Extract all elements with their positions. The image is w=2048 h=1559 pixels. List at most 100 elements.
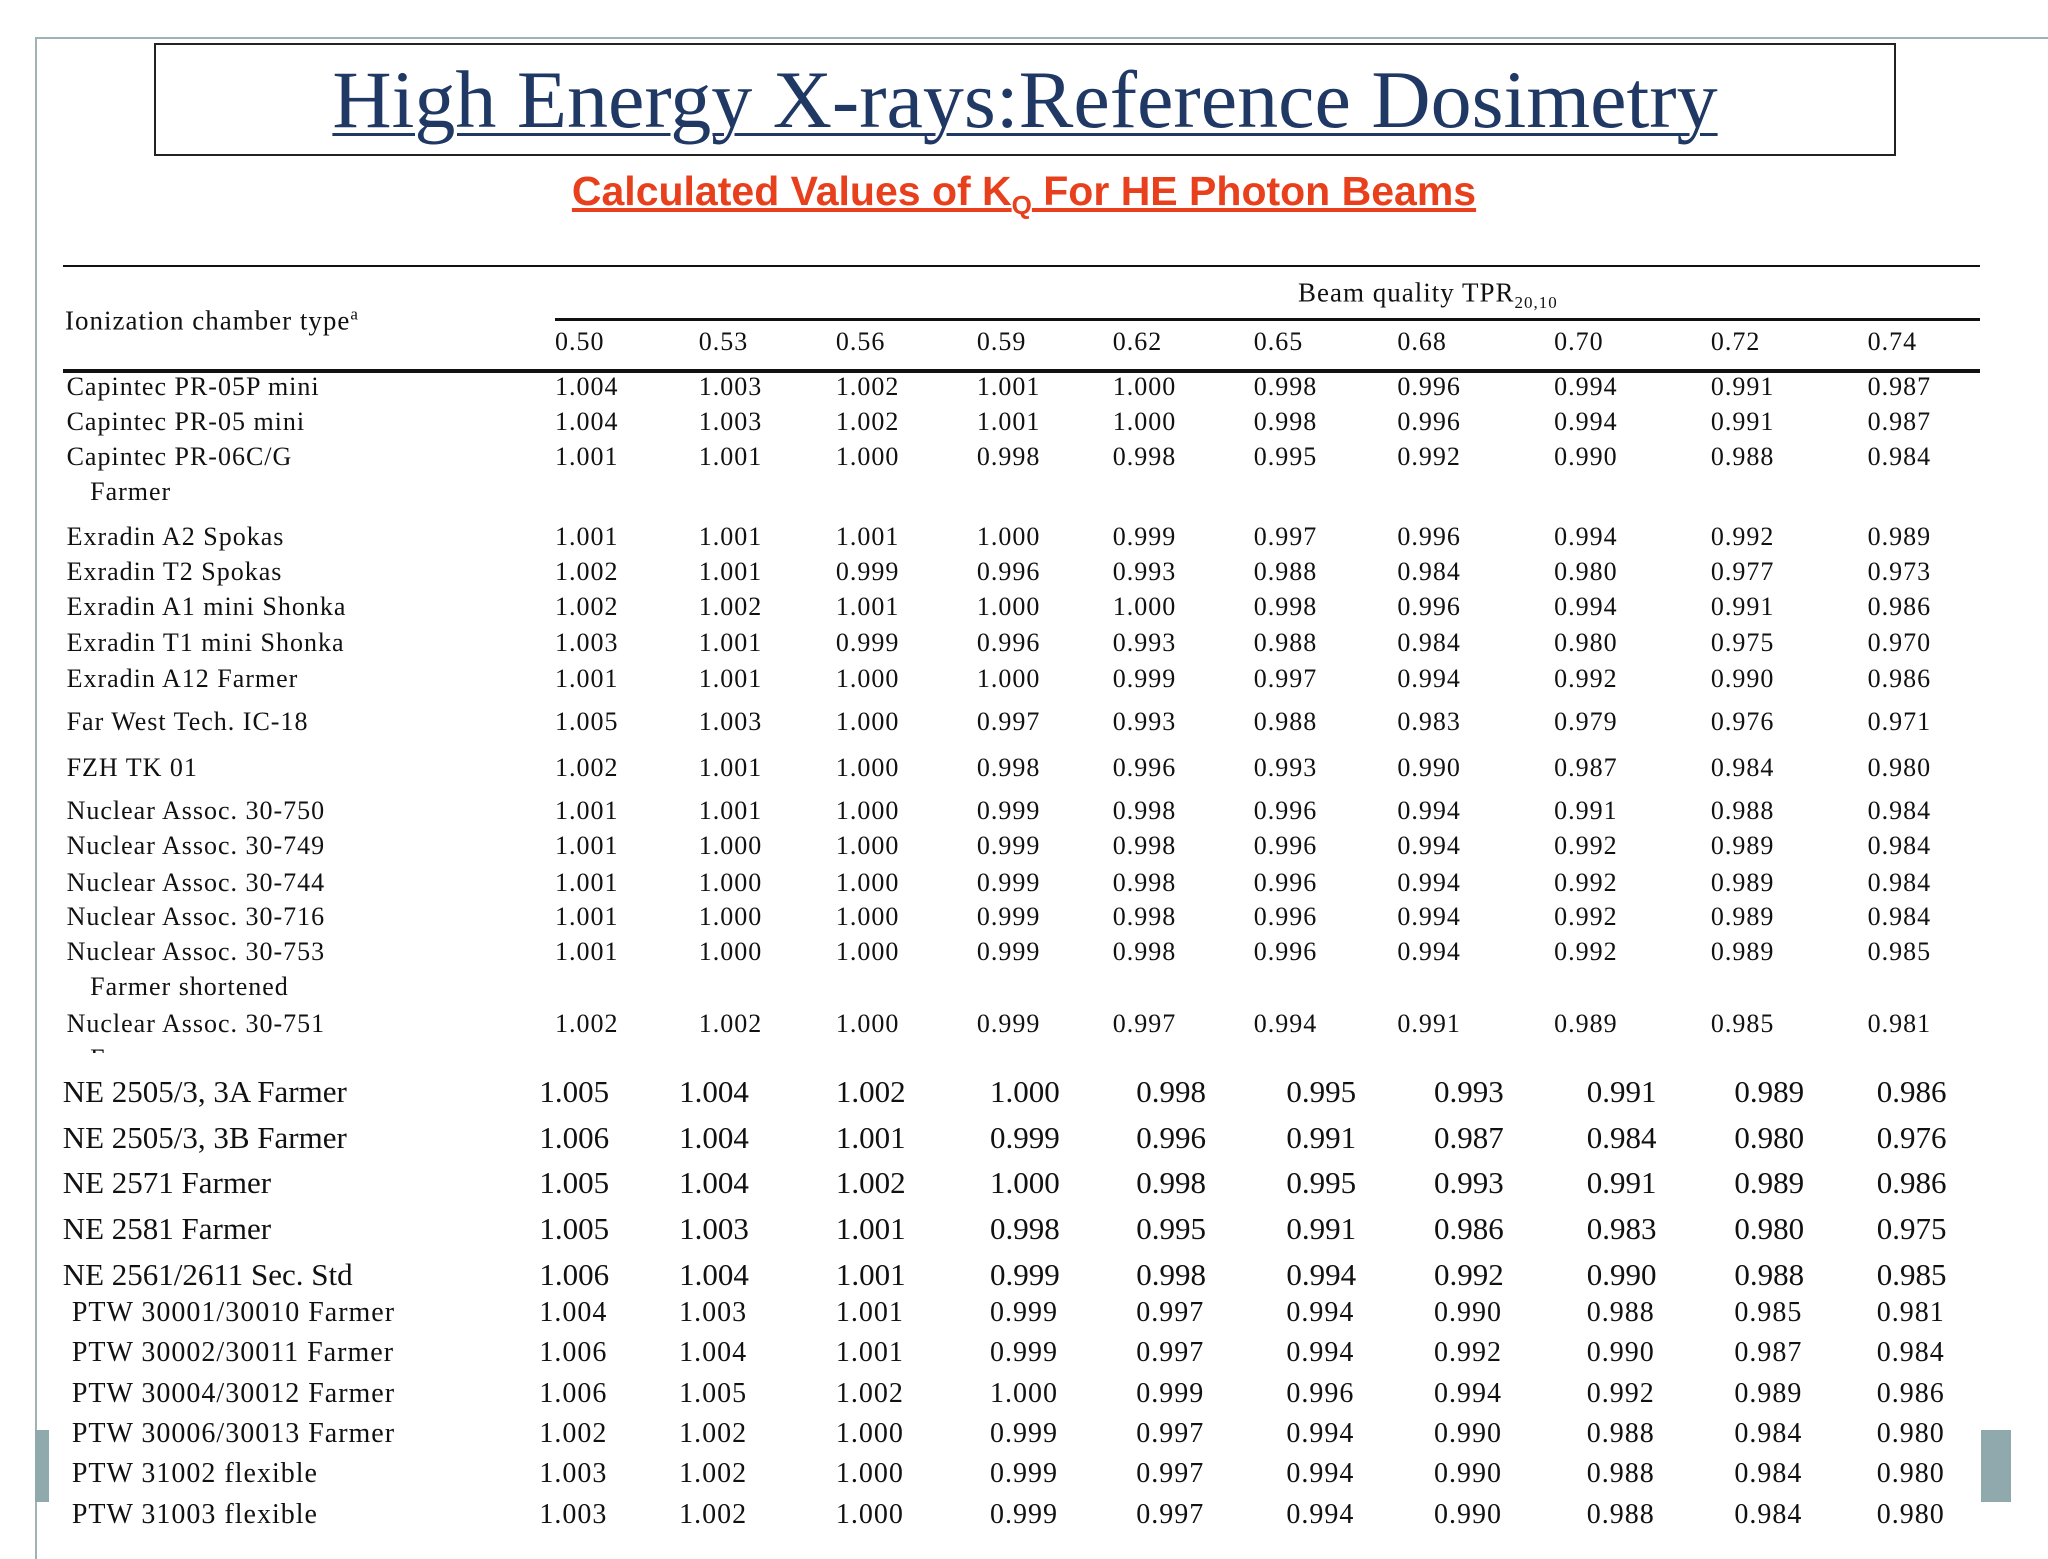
chamber-name: Exradin A2 Spokas <box>66 521 285 551</box>
kq-value: 0.999 <box>835 627 900 657</box>
kq-value: 0.990 <box>1586 1256 1657 1292</box>
kq-value: 0.989 <box>1710 831 1775 861</box>
kq-value: 0.996 <box>1397 592 1461 622</box>
kq-value: 0.996 <box>1286 1377 1355 1409</box>
kq-value: 0.990 <box>1433 1417 1502 1449</box>
kq-value: 1.000 <box>835 796 900 826</box>
kq-value: 0.999 <box>976 867 1041 897</box>
kq-value: 1.001 <box>555 664 619 694</box>
kq-value: 0.999 <box>989 1296 1058 1328</box>
kq-value: 0.984 <box>1876 1337 1945 1369</box>
kq-value: 1.001 <box>555 442 619 472</box>
kq-value: 0.999 <box>1112 664 1177 694</box>
kq-value: 0.997 <box>1253 521 1318 551</box>
kq-value: 0.987 <box>1433 1119 1504 1155</box>
kq-value: 1.000 <box>835 442 900 472</box>
kq-value: 1.000 <box>976 592 1041 622</box>
kq-value: 0.999 <box>989 1256 1060 1292</box>
kq-value: 0.996 <box>976 557 1041 587</box>
kq-value: 1.001 <box>698 557 763 587</box>
kq-value: 0.998 <box>1253 592 1318 622</box>
kq-value: 0.994 <box>1286 1256 1357 1292</box>
kq-value: 1.000 <box>698 867 763 897</box>
kq-value: 1.003 <box>539 1498 608 1530</box>
column-header: 0.50 <box>555 327 605 357</box>
kq-value: 0.976 <box>1876 1119 1947 1155</box>
kq-value: 1.001 <box>555 831 619 861</box>
kq-value: 0.987 <box>1554 752 1618 782</box>
chamber-name: Farmer <box>90 1044 171 1053</box>
column-header: 0.72 <box>1710 327 1761 357</box>
kq-value: 0.988 <box>1586 1296 1655 1328</box>
kq-value: 1.001 <box>698 521 763 551</box>
kq-value: 0.986 <box>1867 664 1932 694</box>
kq-value: 0.994 <box>1286 1296 1355 1328</box>
kq-value: 0.984 <box>1867 831 1932 861</box>
kq-value: 0.979 <box>1554 707 1618 737</box>
kq-value: 1.001 <box>555 867 619 897</box>
kq-value: 1.001 <box>698 664 763 694</box>
column-header: 0.53 <box>698 327 749 357</box>
header-superscript: a <box>350 304 359 324</box>
kq-value: 0.994 <box>1397 664 1461 694</box>
kq-value: 0.989 <box>1734 1073 1805 1109</box>
kq-value: 0.996 <box>1397 371 1461 401</box>
kq-value: 0.994 <box>1433 1377 1502 1409</box>
kq-value: 0.970 <box>1867 627 1932 657</box>
kq-value: 0.990 <box>1554 442 1618 472</box>
chamber-name: Nuclear Assoc. 30-744 <box>66 867 326 897</box>
kq-value: 1.001 <box>835 1337 904 1369</box>
kq-value: 1.002 <box>835 371 900 401</box>
kq-value: 0.984 <box>1397 557 1461 587</box>
kq-value: 1.001 <box>835 592 900 622</box>
kq-value: 0.987 <box>1734 1337 1803 1369</box>
kq-value: 0.999 <box>989 1337 1058 1369</box>
kq-value: 0.991 <box>1710 406 1775 436</box>
kq-value: 0.991 <box>1286 1210 1357 1246</box>
kq-value: 0.999 <box>1136 1377 1205 1409</box>
kq-value: 1.000 <box>976 664 1041 694</box>
kq-value: 0.988 <box>1710 442 1775 472</box>
kq-value: 1.001 <box>835 1296 904 1328</box>
kq-value: 0.989 <box>1867 521 1932 551</box>
kq-value: 0.992 <box>1433 1256 1504 1292</box>
kq-value: 0.988 <box>1586 1417 1655 1449</box>
chamber-name: Capintec PR-05P mini <box>66 371 320 401</box>
column-header: 0.62 <box>1112 327 1163 357</box>
kq-value: 1.000 <box>835 867 900 897</box>
kq-value: 0.990 <box>1710 664 1775 694</box>
kq-value: 1.000 <box>976 521 1041 551</box>
kq-value: 0.998 <box>1112 442 1177 472</box>
kq-value: 0.988 <box>1253 627 1318 657</box>
kq-value: 1.005 <box>539 1165 610 1201</box>
kq-value: 1.003 <box>679 1210 749 1246</box>
kq-value: 1.003 <box>698 707 763 737</box>
kq-value: 0.984 <box>1734 1498 1803 1530</box>
kq-value: 1.002 <box>555 592 619 622</box>
kq-value: 1.000 <box>835 664 900 694</box>
kq-value: 0.991 <box>1554 796 1618 826</box>
kq-value: 0.988 <box>1734 1256 1805 1292</box>
kq-value: 0.977 <box>1710 557 1775 587</box>
kq-value: 0.987 <box>1867 406 1932 436</box>
kq-value: 0.992 <box>1554 867 1618 897</box>
kq-value: 0.983 <box>1397 707 1461 737</box>
kq-value: 1.004 <box>539 1296 608 1328</box>
chamber-name: Nuclear Assoc. 30-753 <box>66 937 326 967</box>
kq-value: 0.975 <box>1710 627 1775 657</box>
kq-value: 0.989 <box>1710 901 1775 931</box>
subtitle: Calculated Values of KQ For HE Photon Be… <box>0 168 2048 218</box>
kq-value: 0.990 <box>1586 1337 1655 1369</box>
kq-value: 1.004 <box>679 1073 749 1109</box>
kq-value: 0.991 <box>1710 592 1775 622</box>
kq-value: 0.997 <box>1136 1458 1205 1490</box>
kq-value: 0.987 <box>1867 371 1932 401</box>
kq-value: 1.003 <box>698 371 763 401</box>
kq-value: 0.984 <box>1397 627 1461 657</box>
kq-value: 1.003 <box>698 406 763 436</box>
kq-value: 0.995 <box>1253 442 1318 472</box>
kq-value: 1.000 <box>835 752 900 782</box>
kq-value: 0.994 <box>1554 521 1618 551</box>
kq-value: 1.001 <box>698 752 763 782</box>
